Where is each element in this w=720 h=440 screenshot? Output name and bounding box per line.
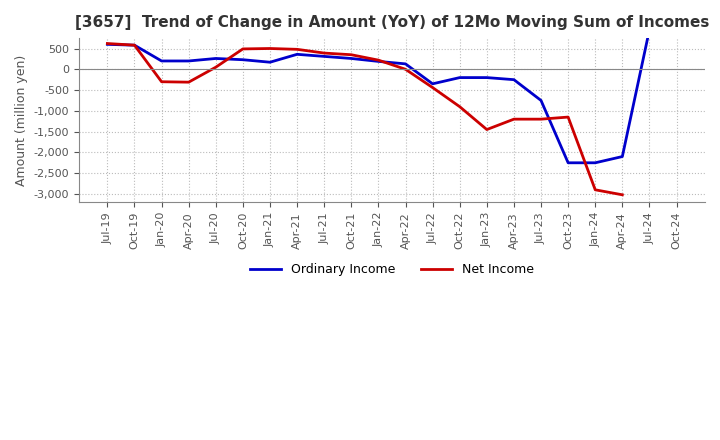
Ordinary Income [536,98,545,103]
Net Income [238,46,247,51]
Net Income [455,104,464,109]
Ordinary Income [266,59,274,65]
Ordinary Income [320,54,328,59]
Ordinary Income [238,57,247,62]
Ordinary Income [401,61,410,66]
Ordinary Income [157,59,166,64]
Ordinary Income [428,81,437,87]
Ordinary Income [293,51,302,57]
Net Income [428,85,437,90]
Net Income [672,154,681,159]
Ordinary Income [103,42,112,47]
Net Income [618,192,626,198]
Net Income [510,117,518,122]
Net Income [536,117,545,122]
Net Income [564,114,572,120]
Net Income [482,127,491,132]
Net Income [347,52,356,57]
Net Income [212,65,220,70]
Ordinary Income [212,56,220,61]
Net Income [293,47,302,52]
Ordinary Income [374,59,383,64]
Ordinary Income [645,27,654,33]
Net Income [157,79,166,84]
Ordinary Income [591,160,600,165]
Ordinary Income [510,77,518,82]
Y-axis label: Amount (million yen): Amount (million yen) [15,55,28,186]
Net Income [401,66,410,72]
Net Income [374,58,383,63]
Line: Ordinary Income: Ordinary Income [107,30,649,163]
Ordinary Income [347,56,356,61]
Net Income [591,187,600,192]
Line: Net Income: Net Income [107,44,677,195]
Net Income [130,43,139,48]
Ordinary Income [482,75,491,80]
Net Income [103,41,112,46]
Net Income [320,51,328,56]
Ordinary Income [455,75,464,80]
Net Income [266,46,274,51]
Ordinary Income [564,160,572,165]
Title: [3657]  Trend of Change in Amount (YoY) of 12Mo Moving Sum of Incomes: [3657] Trend of Change in Amount (YoY) o… [75,15,709,30]
Ordinary Income [618,154,626,159]
Ordinary Income [130,43,139,48]
Legend: Ordinary Income, Net Income: Ordinary Income, Net Income [245,258,539,282]
Ordinary Income [184,59,193,64]
Net Income [184,80,193,85]
